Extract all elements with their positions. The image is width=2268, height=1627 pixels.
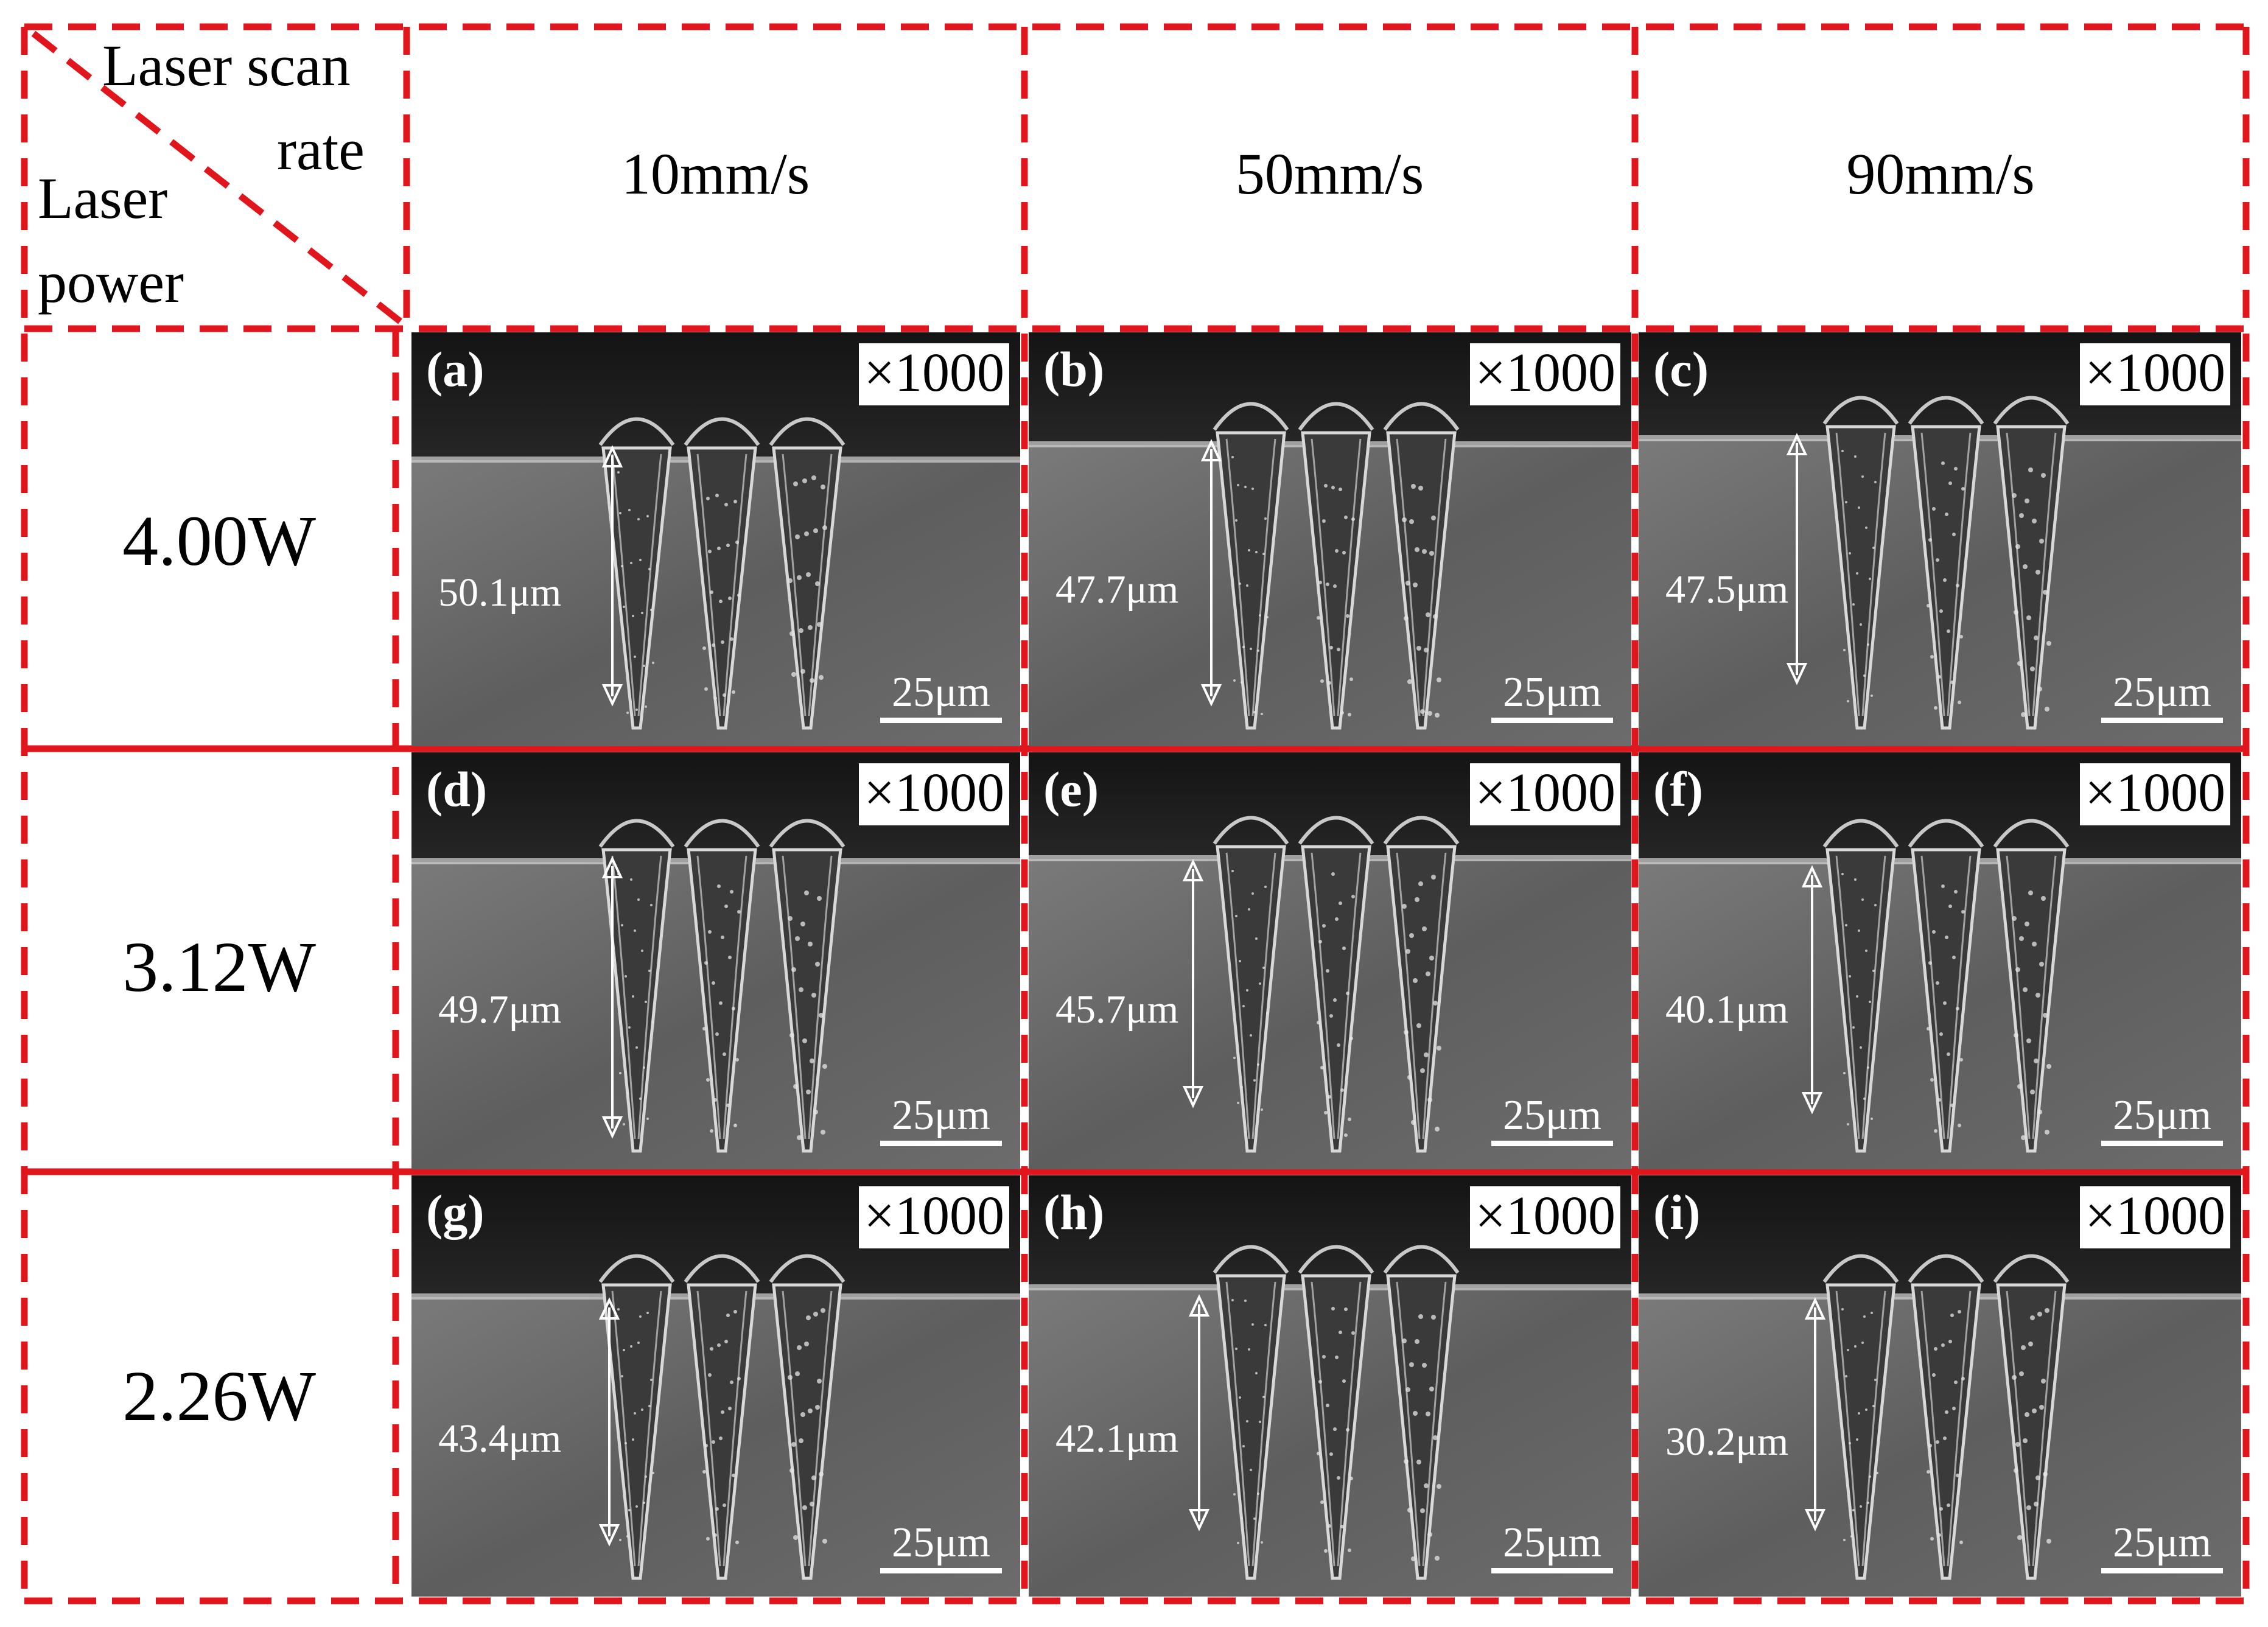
panel-label: (d) [426,761,488,817]
scale-bar: 25μm [1491,1522,1613,1573]
sem-panel-c: (c) ×1000 47.5μm 25μm [1639,332,2241,746]
scale-bar: 25μm [880,1094,1002,1146]
scale-bar-label: 25μm [1503,669,1601,716]
sem-panel-g: (g) ×1000 43.4μm 25μm [411,1175,1020,1597]
magnification-badge: ×1000 [1470,343,1620,405]
sem-image [1029,752,1631,1169]
sem-panel-a: (a) ×1000 50.1μm 25μm [411,332,1020,746]
sem-image [1639,752,2241,1169]
scale-bar-label: 25μm [2113,1092,2211,1139]
scale-bar: 25μm [2101,671,2223,723]
sem-image [411,332,1020,746]
scale-bar-line [1491,1141,1613,1146]
corner-power-label: Laser [38,166,168,231]
scale-bar-line [2101,1568,2223,1573]
scale-bar-label: 25μm [892,1092,990,1139]
panel-label: (c) [1653,341,1709,397]
scale-bar-label: 25μm [892,1519,990,1566]
scale-bar-line [1491,718,1613,723]
corner-scan-rate-label-2: rate [277,117,365,182]
scale-bar-line [2101,718,2223,723]
panel-label: (b) [1043,341,1105,397]
sem-panel-d: (d) ×1000 49.7μm 25μm [411,752,1020,1169]
panel-label: (e) [1043,761,1099,817]
corner-power-label-2: power [38,250,184,315]
groove-depth-label: 42.1μm [1055,1416,1179,1461]
sem-panel-i: (i) ×1000 30.2μm 25μm [1639,1175,2241,1597]
row-header-2w: 2.26W [122,1356,316,1436]
col-header-10mms: 10mm/s [621,141,810,206]
panel-label: (f) [1653,761,1703,817]
sem-panel-f: (f) ×1000 40.1μm 25μm [1639,752,2241,1169]
sem-image [411,752,1020,1169]
scale-bar: 25μm [880,1522,1002,1573]
groove-depth-label: 40.1μm [1665,987,1789,1032]
magnification-badge: ×1000 [859,763,1009,825]
col-header-90mms: 90mm/s [1846,141,2035,206]
panel-label: (a) [426,341,485,397]
groove-depth-label: 30.2μm [1665,1419,1789,1464]
groove-depth-label: 43.4μm [438,1416,562,1461]
scale-bar: 25μm [1491,1094,1613,1146]
magnification-badge: ×1000 [2080,343,2230,405]
sem-panel-h: (h) ×1000 42.1μm 25μm [1029,1175,1631,1597]
groove-depth-label: 45.7μm [1055,987,1179,1032]
groove-depth-label: 47.5μm [1665,567,1789,612]
scale-bar-label: 25μm [892,669,990,716]
scale-bar-line [880,1141,1002,1146]
groove-depth-label: 49.7μm [438,987,562,1032]
row-header-3w: 3.12W [122,927,316,1007]
magnification-badge: ×1000 [859,343,1009,405]
scale-bar-line [880,1568,1002,1573]
panel-label: (i) [1653,1184,1701,1240]
scale-bar: 25μm [880,671,1002,723]
groove-depth-label: 47.7μm [1055,567,1179,612]
scale-bar-line [880,718,1002,723]
magnification-badge: ×1000 [1470,1186,1620,1248]
scale-bar: 25μm [2101,1522,2223,1573]
sem-image [1639,1175,2241,1597]
col-header-50mms: 50mm/s [1235,141,1424,206]
sem-panel-b: (b) ×1000 47.7μm 25μm [1029,332,1631,746]
panel-label: (h) [1043,1184,1105,1240]
row-header-4w: 4.00W [122,501,316,581]
scale-bar: 25μm [2101,1094,2223,1146]
scale-bar-line [1491,1568,1613,1573]
magnification-badge: ×1000 [859,1186,1009,1248]
scale-bar-label: 25μm [2113,669,2211,716]
magnification-badge: ×1000 [1470,763,1620,825]
panel-label: (g) [426,1184,485,1240]
scale-bar-label: 25μm [1503,1519,1601,1566]
scale-bar: 25μm [1491,671,1613,723]
sem-panel-e: (e) ×1000 45.7μm 25μm [1029,752,1631,1169]
groove-depth-label: 50.1μm [438,570,562,615]
magnification-badge: ×1000 [2080,1186,2230,1248]
scale-bar-label: 25μm [1503,1092,1601,1139]
scale-bar-line [2101,1141,2223,1146]
corner-scan-rate-label: Laser scan [102,33,351,98]
magnification-badge: ×1000 [2080,763,2230,825]
scale-bar-label: 25μm [2113,1519,2211,1566]
